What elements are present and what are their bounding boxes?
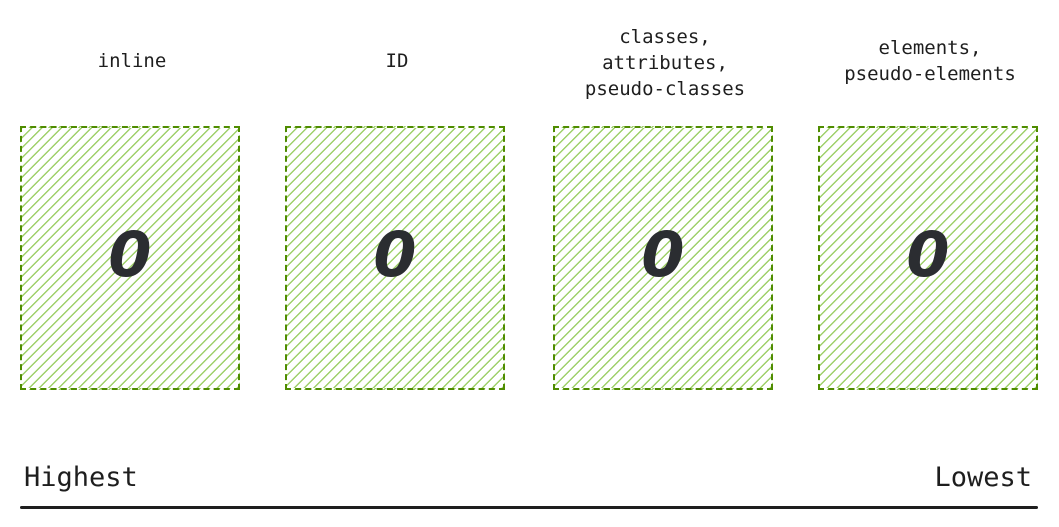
specificity-box: 0 (20, 126, 240, 390)
specificity-box: 0 (553, 126, 773, 390)
column-label: inline (97, 50, 167, 72)
specificity-value: 0 (108, 217, 152, 291)
column-label: ID (385, 50, 409, 72)
specificity-box: 0 (285, 126, 505, 390)
scale-lowest-label: Lowest (934, 462, 1032, 493)
scale-axis-line (20, 506, 1038, 509)
specificity-box: 0 (818, 126, 1038, 390)
specificity-value: 0 (906, 217, 950, 291)
specificity-value: 0 (373, 217, 417, 291)
column-label: elements, pseudo-elements (844, 37, 1016, 85)
specificity-value: 0 (641, 217, 685, 291)
column-label: classes, attributes, pseudo-classes (584, 26, 746, 100)
scale-highest-label: Highest (24, 462, 138, 493)
